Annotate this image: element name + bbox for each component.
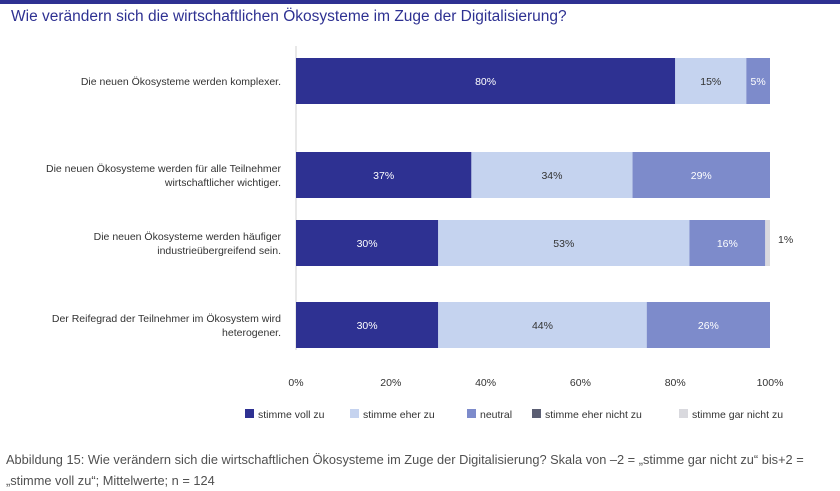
- legend-label: stimme eher zu: [363, 409, 435, 421]
- data-label: 5%: [751, 76, 766, 88]
- bar-segment: [646, 302, 770, 348]
- bar-segment: [296, 220, 439, 266]
- legend-swatch: [245, 409, 254, 418]
- bar-segment: [296, 58, 676, 104]
- top-accent-bar: [0, 0, 840, 4]
- category-label: Der Reifegrad der Teilnehmer im Ökosyste…: [52, 313, 281, 339]
- data-label: 16%: [717, 238, 738, 250]
- category-label: Die neuen Ökosysteme werden häufiger indu…: [94, 231, 282, 257]
- bar-segment: [296, 302, 439, 348]
- bar-segment: [746, 58, 770, 104]
- legend-swatch: [350, 409, 359, 418]
- x-tick-label: 20%: [380, 377, 401, 389]
- legend-swatch: [467, 409, 476, 418]
- data-label: 53%: [553, 238, 574, 250]
- data-label: 15%: [700, 76, 721, 88]
- bar-segment: [438, 220, 690, 266]
- bar-segment: [296, 152, 472, 198]
- bar-segment: [765, 220, 770, 266]
- data-label: 44%: [532, 320, 553, 332]
- category-label: Die neuen Ökosysteme werden für alle Tei…: [46, 163, 282, 189]
- legend-swatch: [679, 409, 688, 418]
- data-label: 80%: [475, 76, 496, 88]
- data-label: 26%: [698, 320, 719, 332]
- bar-segment: [675, 58, 747, 104]
- x-tick-label: 100%: [757, 377, 784, 389]
- category-label-line: Die neuen Ökosysteme werden komplexer.: [81, 76, 281, 88]
- data-label: 30%: [357, 238, 378, 250]
- category-label-line: wirtschaftlicher wichtiger.: [164, 177, 281, 189]
- x-tick-label: 80%: [665, 377, 686, 389]
- category-label-line: industrieübergreifend sein.: [157, 245, 281, 257]
- bar-segment: [438, 302, 647, 348]
- legend-swatch: [532, 409, 541, 418]
- category-label-line: Der Reifegrad der Teilnehmer im Ökosyste…: [52, 313, 281, 325]
- x-tick-label: 40%: [475, 377, 496, 389]
- category-label-line: Die neuen Ökosysteme werden für alle Tei…: [46, 163, 282, 175]
- data-label: 29%: [691, 170, 712, 182]
- x-tick-label: 60%: [570, 377, 591, 389]
- data-label: 30%: [357, 320, 378, 332]
- chart-title: Wie verändern sich die wirtschaftlichen …: [11, 8, 567, 25]
- legend-label: stimme eher nicht zu: [545, 409, 642, 421]
- category-label: Die neuen Ökosysteme werden komplexer.: [81, 76, 281, 88]
- legend-label: neutral: [480, 409, 512, 421]
- figure-caption: Abbildung 15: Wie verändern sich die wir…: [6, 452, 804, 488]
- category-label-line: Die neuen Ökosysteme werden häufiger: [94, 231, 282, 243]
- legend-label: stimme voll zu: [258, 409, 325, 421]
- x-tick-label: 0%: [288, 377, 303, 389]
- bar-segment: [632, 152, 770, 198]
- data-label: 1%: [778, 234, 793, 246]
- category-label-line: heterogener.: [222, 327, 281, 339]
- data-label: 34%: [541, 170, 562, 182]
- bar-segment: [689, 220, 766, 266]
- legend-label: stimme gar nicht zu: [692, 409, 783, 421]
- stacked-bar-chart: Die neuen Ökosysteme werden komplexer. 80…: [46, 46, 793, 421]
- data-label: 37%: [373, 170, 394, 182]
- bar-segment: [471, 152, 633, 198]
